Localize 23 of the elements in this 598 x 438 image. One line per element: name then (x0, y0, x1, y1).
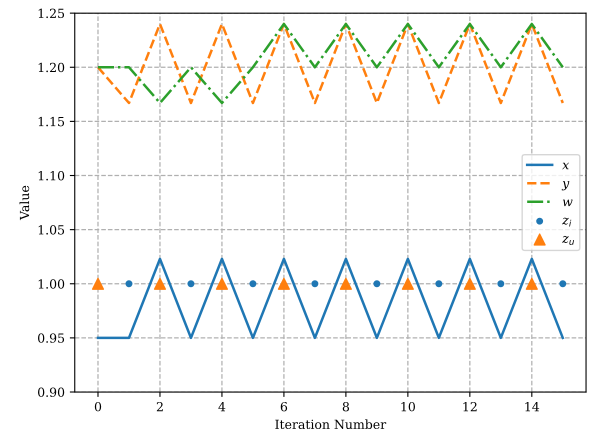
legend-label: z$_{u}$ (562, 236, 574, 245)
y-tick-label: 1.20 (38, 62, 64, 72)
y-axis-title: Value (20, 186, 30, 220)
x-tick-label: 4 (218, 402, 226, 412)
x-tick-label: 12 (463, 402, 477, 412)
y-tick-label: 1.25 (38, 8, 64, 18)
x-tick-label: 2 (156, 402, 163, 412)
y-tick-label: 1.10 (38, 170, 64, 180)
y-tick-label: 0.90 (38, 387, 64, 397)
x-tick-label: 0 (94, 402, 102, 412)
legend-label: x (562, 162, 570, 170)
x-tick-label: 8 (342, 402, 350, 412)
y-tick-label: 1.05 (38, 225, 64, 235)
x-tick-label: 14 (525, 402, 540, 412)
x-tick-label: 6 (280, 402, 288, 412)
legend-label: y (562, 181, 570, 190)
legend-label: w (562, 200, 573, 206)
x-tick-label: 10 (401, 402, 415, 412)
legend-label: z$_{i}$ (562, 218, 572, 226)
y-tick-label: 0.95 (38, 333, 64, 343)
y-tick-label: 1.00 (38, 279, 64, 289)
y-tick-label: 1.15 (38, 116, 64, 126)
x-axis-title: Iteration Number (275, 419, 386, 430)
